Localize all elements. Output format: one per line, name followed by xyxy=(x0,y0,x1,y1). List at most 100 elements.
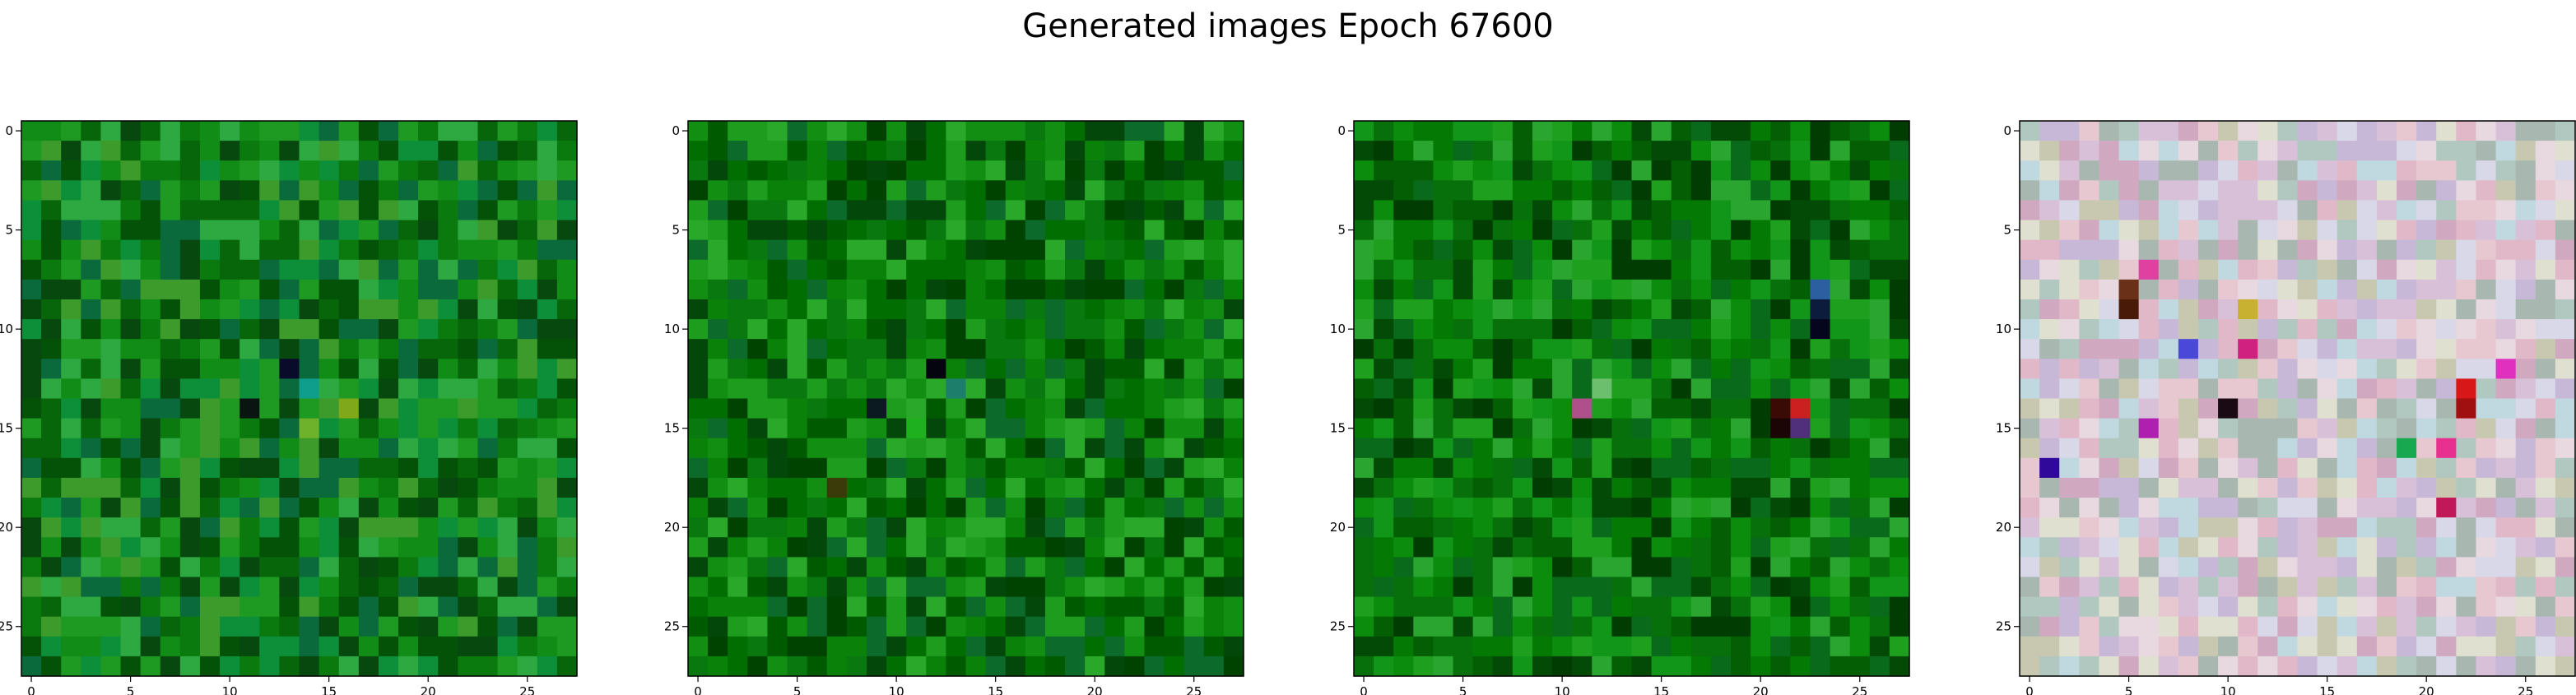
pixel-cell xyxy=(2257,656,2278,677)
pixel-cell xyxy=(81,438,102,459)
pixel-cell xyxy=(358,141,379,161)
pixel-cell xyxy=(1572,398,1593,419)
pixel-cell xyxy=(2515,498,2536,518)
pixel-cell xyxy=(2138,279,2160,300)
pixel-cell xyxy=(886,537,907,558)
pixel-cell xyxy=(1085,160,1105,181)
pixel-cell xyxy=(1044,180,1066,202)
pixel-cell xyxy=(1790,239,1811,261)
pixel-cell xyxy=(2218,477,2239,498)
pixel-cell xyxy=(826,636,848,657)
pixel-cell xyxy=(2238,141,2258,161)
pixel-cell xyxy=(2178,220,2199,241)
pixel-cell xyxy=(458,577,479,598)
pixel-cell xyxy=(2317,418,2338,439)
pixel-cell xyxy=(239,180,260,202)
pixel-cell xyxy=(338,438,360,459)
pixel-cell xyxy=(2277,636,2299,657)
pixel-cell xyxy=(2397,339,2417,359)
pixel-cell xyxy=(2356,319,2378,340)
pixel-cell xyxy=(2099,220,2120,241)
pixel-cell xyxy=(220,141,240,161)
pixel-cell xyxy=(199,398,221,419)
pixel-cell xyxy=(179,299,201,320)
pixel-cell xyxy=(1492,616,1514,637)
pixel-cell xyxy=(199,378,221,400)
pixel-cell xyxy=(1631,180,1653,202)
y-tick-label: 0 xyxy=(5,123,13,138)
pixel-cell xyxy=(1164,279,1185,300)
pixel-cell xyxy=(378,517,399,538)
pixel-cell xyxy=(1532,537,1553,558)
pixel-cell xyxy=(1671,259,1692,280)
pixel-cell xyxy=(2079,121,2100,141)
pixel-cell xyxy=(2337,259,2358,280)
pixel-cell xyxy=(1611,121,1633,141)
pixel-cell xyxy=(1671,378,1692,400)
pixel-cell xyxy=(708,279,728,300)
pixel-cell xyxy=(1183,438,1205,459)
pixel-cell xyxy=(1572,121,1593,141)
pixel-cell xyxy=(358,398,379,419)
pixel-cell xyxy=(1453,180,1474,202)
pixel-cell xyxy=(1065,378,1086,400)
pixel-cell xyxy=(1433,378,1454,400)
pixel-cell xyxy=(2039,220,2060,241)
pixel-cell xyxy=(2059,557,2080,578)
pixel-cell xyxy=(1472,319,1494,340)
pixel-cell xyxy=(1849,200,1871,221)
pixel-cell xyxy=(1413,299,1434,320)
pixel-cell xyxy=(1492,656,1514,677)
pixel-cell xyxy=(319,121,340,141)
pixel-cell xyxy=(1770,121,1791,141)
pixel-cell xyxy=(2535,596,2556,618)
pixel-cell xyxy=(1651,141,1672,161)
pixel-cell xyxy=(1710,279,1732,300)
pixel-cell xyxy=(906,299,927,320)
pixel-cell xyxy=(1104,121,1125,141)
pixel-cell xyxy=(1393,239,1414,261)
pixel-cell xyxy=(21,160,42,181)
pixel-cell xyxy=(458,121,479,141)
pixel-cell xyxy=(1164,359,1185,379)
pixel-cell xyxy=(688,141,709,161)
pixel-cell xyxy=(220,279,240,300)
x-tick-label: 0 xyxy=(1360,684,1368,695)
pixel-cell xyxy=(866,537,887,558)
pixel-cell xyxy=(2555,200,2576,221)
pixel-cell xyxy=(1830,259,1851,280)
pixel-cell xyxy=(1690,616,1712,637)
pixel-cell xyxy=(2495,339,2517,359)
pixel-cell xyxy=(21,457,42,479)
pixel-cell xyxy=(2218,319,2239,340)
pixel-cell xyxy=(1104,259,1125,280)
pixel-cell xyxy=(1830,279,1851,300)
pixel-cell xyxy=(1005,359,1026,379)
pixel-cell xyxy=(1044,557,1066,578)
pixel-cell xyxy=(1631,438,1653,459)
pixel-cell xyxy=(438,498,458,518)
pixel-cell xyxy=(708,438,728,459)
pixel-cell xyxy=(537,398,558,419)
pixel-cell xyxy=(2397,477,2417,498)
pixel-cell xyxy=(279,279,300,300)
pixel-cell xyxy=(1869,616,1890,637)
pixel-cell xyxy=(767,180,788,202)
pixel-cell xyxy=(497,596,518,618)
pixel-cell xyxy=(556,577,578,598)
pixel-cell xyxy=(1710,557,1732,578)
pixel-cell xyxy=(1124,259,1146,280)
pixel-cell xyxy=(1869,557,1890,578)
pixel-cell xyxy=(886,239,907,261)
pixel-cell xyxy=(787,299,808,320)
pixel-cell xyxy=(299,319,320,340)
pixel-cell xyxy=(358,557,379,578)
pixel-cell xyxy=(2515,259,2536,280)
pixel-cell xyxy=(61,498,81,518)
pixel-cell xyxy=(1433,636,1454,657)
pixel-cell xyxy=(477,121,499,141)
pixel-cell xyxy=(2158,596,2179,618)
pixel-cell xyxy=(319,180,340,202)
pixel-cell xyxy=(1710,121,1732,141)
pixel-cell xyxy=(747,438,769,459)
